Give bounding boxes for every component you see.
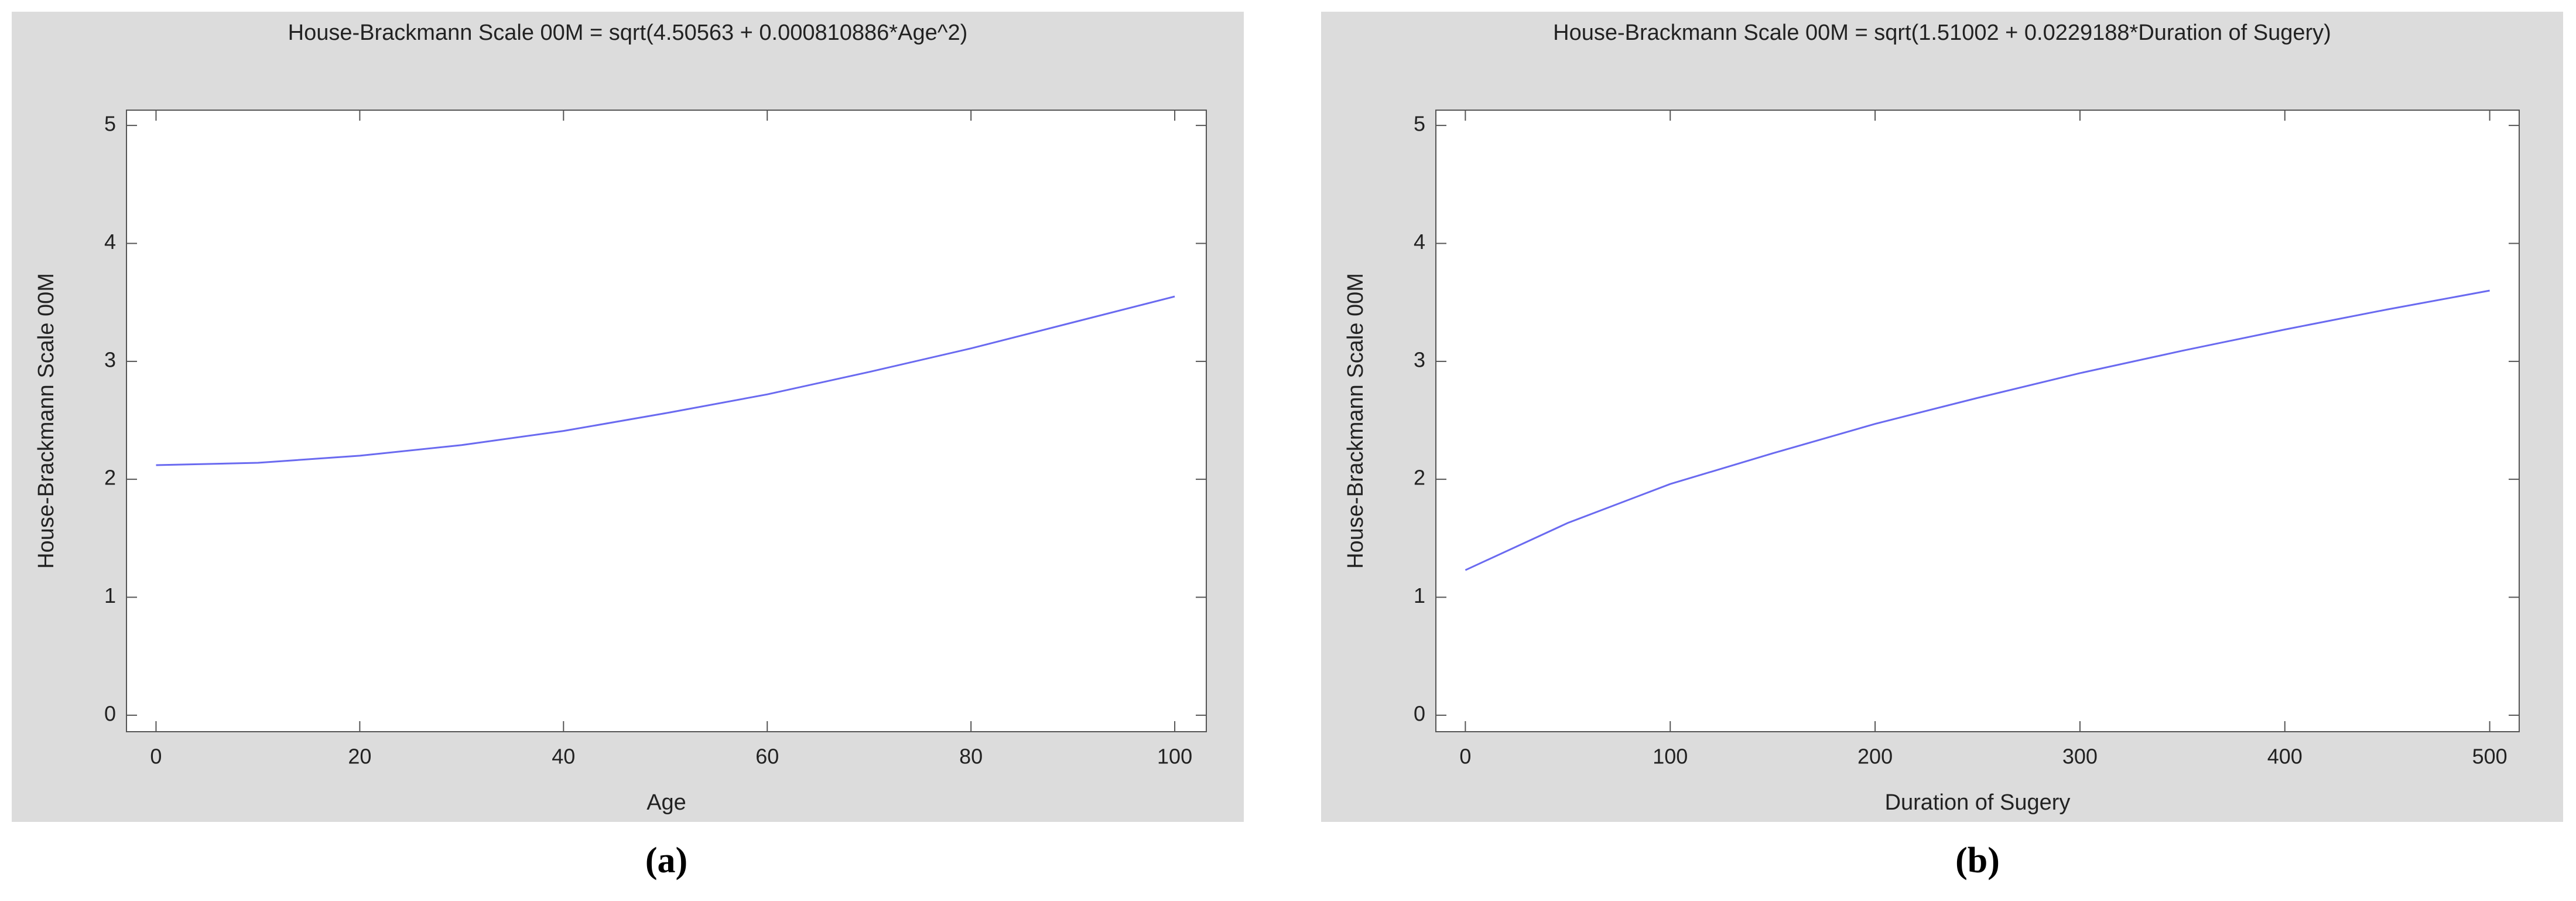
x-tick-label: 100 bbox=[1157, 745, 1192, 769]
y-tick-label: 5 bbox=[104, 112, 116, 136]
y-tick-label: 0 bbox=[104, 701, 116, 725]
x-tick-label: 0 bbox=[1459, 745, 1471, 769]
data-line bbox=[156, 295, 1175, 466]
x-tick-label: 300 bbox=[2062, 745, 2098, 769]
y-tick-label: 3 bbox=[104, 347, 116, 371]
x-tick-label: 20 bbox=[348, 745, 371, 769]
x-tick-label: 40 bbox=[552, 745, 575, 769]
y-tick-label: 1 bbox=[104, 583, 116, 608]
x-tick-label: 100 bbox=[1653, 745, 1688, 769]
plot-area bbox=[1435, 110, 2520, 732]
panel-label: (b) bbox=[1955, 841, 2000, 880]
y-tick-label: 5 bbox=[1414, 112, 1425, 136]
y-tick-label: 2 bbox=[1414, 466, 1425, 490]
chart-panel: House-Brackmann Scale 00M = sqrt(4.50563… bbox=[12, 12, 1244, 880]
y-tick-label: 0 bbox=[1414, 701, 1425, 725]
y-tick-label: 4 bbox=[1414, 230, 1425, 254]
y-tick-label: 4 bbox=[104, 230, 116, 254]
chart-panel: House-Brackmann Scale 00M = sqrt(1.51002… bbox=[1321, 12, 2563, 880]
x-tick-label: 500 bbox=[2472, 745, 2507, 769]
y-tick-label: 3 bbox=[1414, 347, 1425, 371]
chart-title: House-Brackmann Scale 00M = sqrt(1.51002… bbox=[1553, 21, 2331, 45]
x-tick-label: 60 bbox=[755, 745, 779, 769]
x-axis-label: Age bbox=[646, 790, 686, 815]
x-tick-label: 80 bbox=[959, 745, 983, 769]
y-tick-label: 1 bbox=[1414, 583, 1425, 608]
x-tick-label: 0 bbox=[150, 745, 162, 769]
panel-label: (a) bbox=[645, 841, 687, 880]
plot-area bbox=[126, 110, 1207, 732]
data-line bbox=[1465, 289, 2490, 571]
y-axis-label: House-Brackmann Scale 00M bbox=[34, 273, 59, 569]
chart-title: House-Brackmann Scale 00M = sqrt(4.50563… bbox=[288, 21, 968, 45]
x-axis-label: Duration of Sugery bbox=[1885, 790, 2071, 815]
y-tick-label: 2 bbox=[104, 466, 116, 490]
x-tick-label: 200 bbox=[1857, 745, 1893, 769]
x-tick-label: 400 bbox=[2267, 745, 2303, 769]
y-axis-label: House-Brackmann Scale 00M bbox=[1343, 273, 1368, 569]
